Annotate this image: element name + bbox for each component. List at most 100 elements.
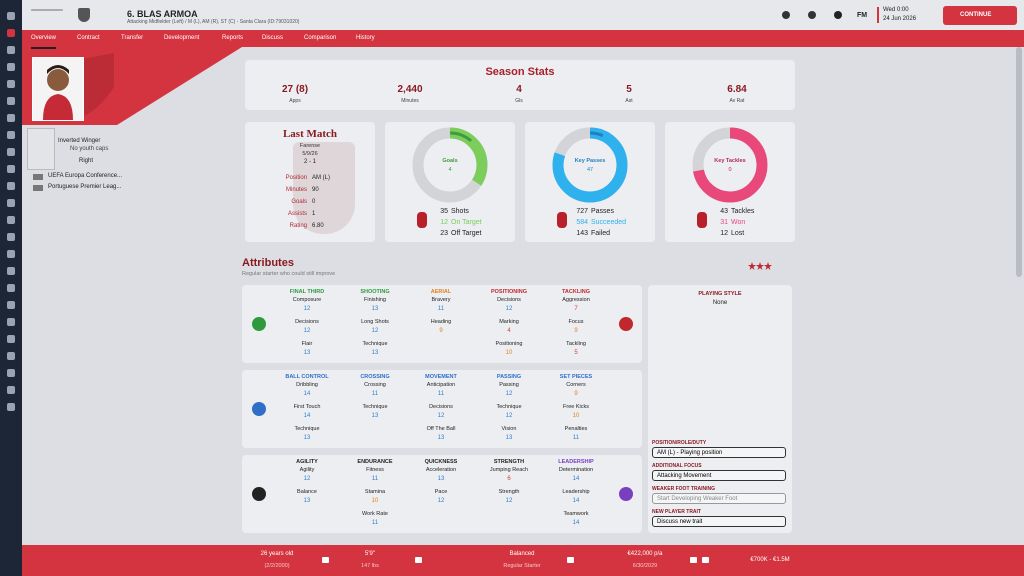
ring-stat-value: 727	[576, 208, 588, 215]
sidebar-icon[interactable]	[7, 335, 15, 343]
ring-stat-label: Passes	[591, 208, 614, 215]
nav-bar	[22, 30, 1024, 47]
sidebar-icon[interactable]	[7, 182, 15, 190]
match-stat-value: 6.80	[312, 223, 324, 229]
ring-icon	[697, 212, 707, 228]
preferred-foot: Right	[79, 158, 94, 164]
stat-label: Ast	[625, 98, 633, 104]
header-icon[interactable]	[808, 11, 816, 19]
header-icon[interactable]	[834, 11, 842, 19]
sidebar-icon[interactable]	[7, 97, 15, 105]
dropdown[interactable]: Discuss new trait	[652, 516, 786, 527]
footer-icon	[567, 557, 574, 563]
ring-stat-value: 35	[440, 208, 448, 215]
match-date: 5/9/26	[302, 151, 318, 157]
ring-stat-value: 143	[576, 230, 588, 237]
sidebar-icon[interactable]	[7, 216, 15, 224]
sidebar-icon[interactable]	[7, 199, 15, 207]
fm-logo: FM	[857, 12, 868, 19]
attribute-group: CROSSING	[360, 374, 390, 380]
header-icon[interactable]	[782, 11, 790, 19]
match-stat-label: Position	[285, 175, 307, 181]
top-bar	[22, 0, 1024, 30]
continue-button[interactable]	[943, 6, 1017, 25]
nav-tab[interactable]: Contract	[77, 35, 100, 41]
sidebar-icon[interactable]	[7, 114, 15, 122]
sidebar-icon[interactable]	[7, 250, 15, 258]
dropdown[interactable]: AM (L) - Playing position	[652, 447, 786, 458]
competition: Portuguese Premier Leag...	[48, 184, 122, 190]
playing-style-title: PLAYING STYLE	[698, 291, 742, 297]
match-stat-value: 90	[312, 187, 319, 193]
attribute-value: 13	[437, 476, 445, 482]
stat-label: Gls	[515, 98, 523, 104]
attribute-value: 7	[574, 306, 578, 312]
pitch-icon	[27, 128, 55, 170]
stat-value: 6.84	[727, 84, 747, 95]
sidebar-icon[interactable]	[7, 148, 15, 156]
attribute-value: 4	[507, 328, 511, 334]
sidebar-icon[interactable]	[7, 12, 15, 20]
nav-tab[interactable]: History	[356, 35, 375, 41]
ring-icon	[417, 212, 427, 228]
sidebar-icon[interactable]	[7, 352, 15, 360]
competition-icon	[33, 174, 43, 180]
attribute-group: POSITIONING	[490, 289, 528, 295]
sidebar-icon[interactable]	[7, 267, 15, 275]
sidebar-icon[interactable]	[7, 318, 15, 326]
attribute-label: Agility	[299, 467, 315, 473]
scrollbar[interactable]	[1016, 47, 1022, 277]
ring-title: Key Passes	[574, 158, 606, 164]
dropdown[interactable]: Start Developing Weaker Foot	[652, 493, 786, 504]
youth-caps: No youth caps	[70, 146, 109, 152]
attribute-label: Pace	[434, 489, 448, 495]
sidebar-icon[interactable]	[7, 63, 15, 71]
ring-stat-value: 31	[720, 219, 728, 226]
attribute-label: Free Kicks	[563, 404, 589, 410]
sidebar-icon[interactable]	[7, 403, 15, 411]
sidebar-icon[interactable]	[7, 369, 15, 377]
stat-label: Av Rat	[729, 98, 745, 104]
attribute-group: SET PIECES	[559, 374, 593, 380]
attribute-label: Leadership	[562, 489, 590, 495]
sidebar-icon[interactable]	[7, 284, 15, 292]
attribute-label: Off The Ball	[426, 426, 456, 432]
nav-arrows[interactable]	[31, 9, 63, 21]
player-subtitle: Attacking Midfielder (Left) / M (L), AM …	[127, 19, 300, 25]
attribute-value: 10	[505, 350, 513, 356]
ring-stat-value: 12	[440, 219, 448, 226]
nav-tab[interactable]: Reports	[222, 35, 244, 41]
ring-icon	[557, 212, 567, 228]
stat-label: Apps	[289, 98, 301, 104]
sidebar-icon[interactable]	[7, 80, 15, 88]
attribute-value: 9	[574, 328, 578, 334]
footer-icon	[322, 557, 329, 563]
game-date: 24 Jun 2026	[883, 16, 917, 22]
attribute-label: Heading	[430, 319, 452, 325]
nav-tab[interactable]: Transfer	[121, 35, 144, 41]
attribute-icon-left	[252, 402, 266, 416]
sidebar-icon[interactable]	[7, 131, 15, 139]
attribute-label: Positioning	[495, 341, 523, 347]
attribute-value: 11	[371, 520, 379, 526]
sidebar-icon[interactable]	[7, 301, 15, 309]
attribute-group: LEADERSHIP	[558, 459, 594, 465]
attribute-value: 11	[437, 391, 445, 397]
sidebar-icon[interactable]	[7, 46, 15, 54]
attribute-value: 13	[437, 435, 445, 441]
attributes-subtitle: Regular starter who could still improve	[242, 271, 336, 277]
attribute-value: 12	[505, 498, 513, 504]
ring-stat-value: 584	[576, 219, 588, 226]
dropdown[interactable]: Attacking Movement	[652, 470, 786, 481]
nav-tab[interactable]: Discuss	[262, 35, 284, 41]
sidebar-icon[interactable]	[7, 29, 15, 37]
sidebar-icon[interactable]	[7, 386, 15, 394]
match-stat-value: 0	[312, 199, 316, 205]
nav-tab[interactable]: Overview	[31, 30, 57, 49]
sidebar-icon[interactable]	[7, 165, 15, 173]
attribute-label: Vision	[501, 426, 517, 432]
date-marker	[877, 7, 879, 23]
nav-tab[interactable]: Comparison	[304, 35, 337, 41]
sidebar-icon[interactable]	[7, 233, 15, 241]
nav-tab[interactable]: Development	[164, 35, 200, 41]
